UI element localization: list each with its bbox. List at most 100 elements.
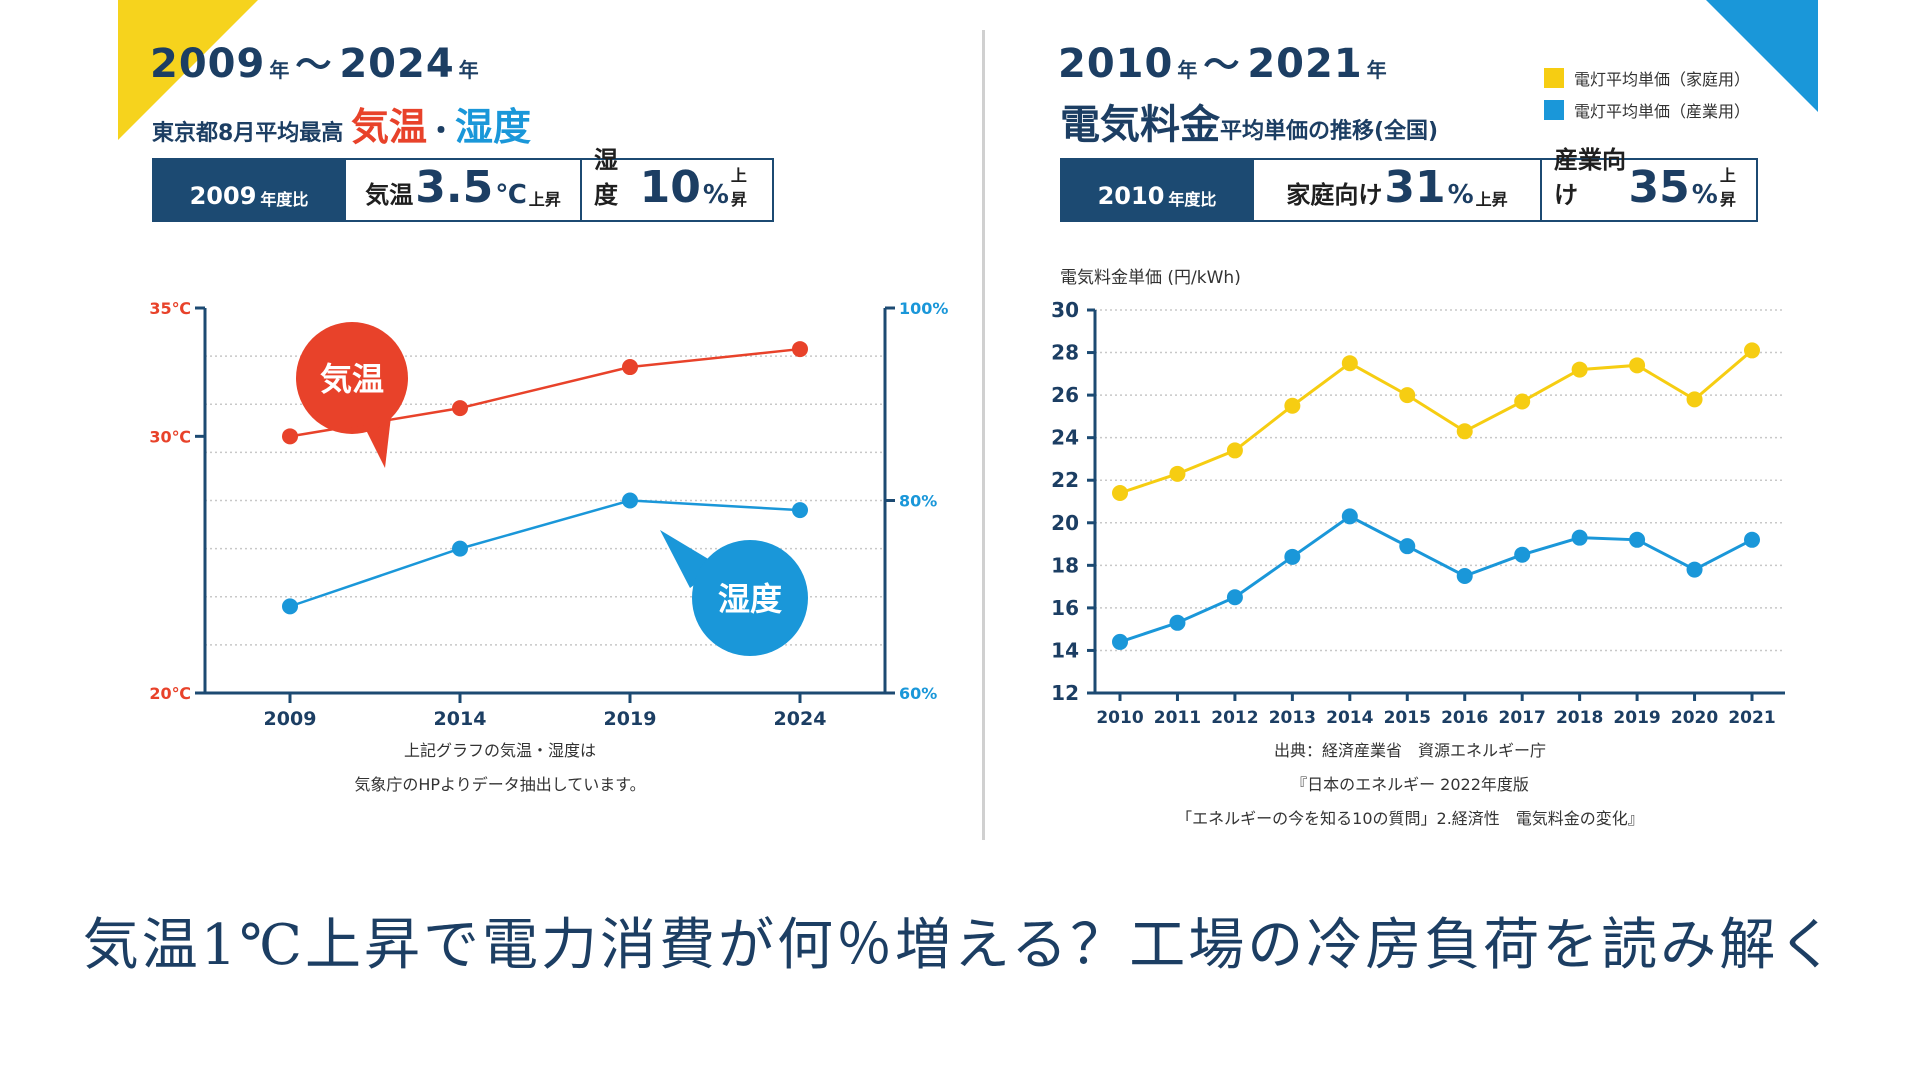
industry-point: [1629, 531, 1646, 548]
left-note: 上記グラフの気温・湿度は 気象庁のHPよりデータ抽出しています。: [280, 734, 720, 802]
industry-point: [1284, 548, 1301, 565]
home-point: [1456, 423, 1473, 440]
left-box-base-suffix: 年度比: [260, 190, 309, 209]
home-point: [1284, 397, 1301, 414]
home-point: [1686, 391, 1703, 408]
legend-item-home: 電灯平均単価（家庭用）: [1544, 66, 1750, 90]
left-tilde: ～: [295, 45, 332, 86]
y-tick-label: 16: [1051, 596, 1079, 620]
y-tick-label: 20: [1051, 511, 1079, 535]
left-subtitle-temp: 気温: [350, 105, 427, 149]
y-tick-label: 26: [1051, 383, 1079, 407]
left-box-base-year: 2009: [189, 182, 257, 210]
left-box-hum: 湿度 10% 上昇: [580, 146, 772, 220]
right-box-base-suffix: 年度比: [1168, 190, 1217, 209]
home-point: [1226, 442, 1243, 459]
right-box-industry: 産業向け 35% 上昇: [1540, 146, 1756, 220]
right-year-suffix-2: 年: [1366, 58, 1387, 82]
left-box-temp: 気温 3.5 ℃ 上昇: [344, 160, 580, 220]
left-box-hum-rise: 上昇: [730, 166, 747, 209]
y-tick-label: 24: [1051, 426, 1079, 450]
x-tick-label: 2018: [1556, 708, 1603, 728]
right-box-ind-value: 35: [1628, 162, 1690, 213]
industry-point: [1686, 561, 1703, 578]
right-box-ind-unit: %: [1691, 180, 1718, 210]
y-tick-label: 22: [1051, 468, 1079, 492]
x-tick-label: 2019: [1613, 708, 1660, 728]
right-source-line2: 『日本のエネルギー 2022年度版: [1291, 775, 1529, 794]
hum-point: [282, 598, 298, 615]
x-tick-label: 2009: [264, 708, 317, 730]
left-note-line2: 気象庁のHPよりデータ抽出しています。: [354, 775, 646, 794]
legend-swatch-home: [1544, 68, 1564, 88]
left-box-temp-rise: 上昇: [528, 190, 561, 209]
legend-label-home: 電灯平均単価（家庭用）: [1574, 70, 1751, 89]
right-subtitle-rest: 平均単価の推移(全国): [1220, 119, 1439, 144]
right-box-home-value: 31: [1384, 162, 1446, 213]
left-y-tick-label: 30℃: [149, 427, 191, 446]
hum-series-line: [289, 499, 801, 608]
hum-callout-label: 湿度: [718, 580, 782, 618]
left-title-years: 2009 年～ 2024 年: [150, 36, 485, 88]
industry-point: [1112, 633, 1128, 650]
y-tick-label: 28: [1051, 341, 1079, 365]
hum-point: [622, 492, 638, 509]
y-tick-label: 30: [1051, 298, 1079, 322]
right-subtitle: 電気料金平均単価の推移(全国): [1060, 92, 1438, 150]
x-tick-label: 2015: [1384, 708, 1431, 728]
home-point: [1169, 465, 1186, 482]
temp-point: [282, 428, 298, 445]
industry-point: [1169, 614, 1186, 631]
x-tick-label: 2013: [1269, 708, 1316, 728]
corner-triangle-yellow: [118, 0, 258, 140]
right-box-home-label: 家庭向け: [1286, 181, 1383, 209]
industry-point: [1744, 531, 1760, 548]
x-tick-label: 2014: [1326, 708, 1373, 728]
left-box-temp-unit: ℃: [495, 180, 527, 210]
y-tick-label: 14: [1051, 638, 1079, 662]
right-year-end: 2021: [1247, 41, 1363, 87]
temp-series-line: [289, 347, 801, 438]
right-legend: 電灯平均単価（家庭用） 電灯平均単価（産業用）: [1544, 66, 1750, 122]
home-point: [1744, 342, 1760, 359]
left-box-temp-label: 気温: [365, 181, 414, 209]
left-year-suffix-1: 年: [269, 58, 290, 82]
x-tick-label: 2024: [774, 708, 827, 730]
panel-divider: [982, 30, 985, 840]
left-subtitle-prefix: 東京都8月平均最高: [152, 121, 344, 146]
left-note-line1: 上記グラフの気温・湿度は: [403, 741, 596, 760]
x-tick-label: 2016: [1441, 708, 1488, 728]
hum-callout-bubble: [692, 540, 808, 656]
x-tick-label: 2020: [1671, 708, 1718, 728]
y-axis-title: 電気料金単価 (円/kWh): [1060, 268, 1241, 288]
right-subtitle-big: 電気料金: [1060, 102, 1220, 148]
left-subtitle-dot: ・: [427, 114, 456, 147]
y-tick-label: 18: [1051, 553, 1079, 577]
home-point: [1341, 355, 1358, 372]
right-box-ind-rise: 上昇: [1719, 166, 1736, 209]
left-summary-box: 2009 年度比 気温 3.5 ℃ 上昇 湿度 10% 上昇: [152, 146, 774, 222]
hum-point: [452, 540, 468, 557]
right-year-suffix-1: 年: [1177, 58, 1198, 82]
right-y-tick-label: 80%: [899, 492, 937, 511]
right-tilde: ～: [1203, 45, 1240, 86]
right-box-home: 家庭向け 31% 上昇: [1252, 160, 1540, 220]
legend-swatch-industry: [1544, 100, 1564, 120]
y-tick-label: 12: [1051, 681, 1079, 705]
right-source-line3: 「エネルギーの今を知る10の質問」2.経済性 電気料金の変化』: [1176, 809, 1644, 828]
home-point: [1112, 484, 1128, 501]
left-box-hum-unit: %: [702, 180, 729, 210]
x-tick-label: 2010: [1096, 708, 1143, 728]
left-y-tick-label: 20℃: [149, 684, 191, 703]
page-headline: 気温1℃上昇で電力消費が何％増える？工場の冷房負荷を読み解く: [82, 913, 1838, 978]
left-year-start: 2009: [150, 41, 266, 87]
home-point: [1514, 393, 1531, 410]
home-point: [1629, 357, 1646, 374]
right-title-years: 2010 年～ 2021 年: [1058, 36, 1393, 88]
left-box-base: 2009 年度比: [154, 160, 344, 220]
left-box-hum-label: 湿度: [594, 146, 618, 209]
industry-point: [1341, 508, 1358, 525]
left-y-tick-label: 35℃: [149, 299, 191, 318]
left-box-temp-value: 3.5: [415, 162, 494, 213]
industry-point: [1226, 589, 1243, 606]
